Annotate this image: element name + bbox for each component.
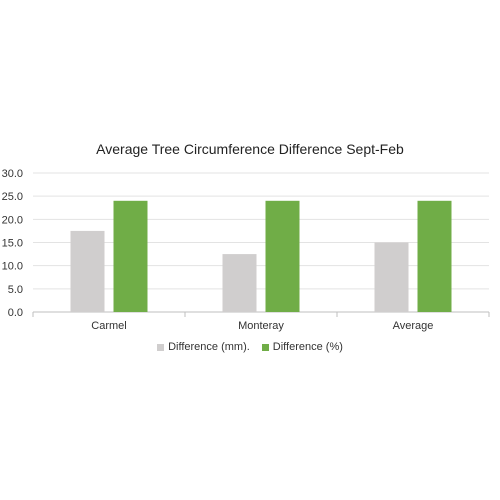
y-tick-label: 0.0 [8,307,23,319]
x-tick-label: Carmel [91,320,126,332]
y-tick-label: 30.0 [2,168,23,180]
legend-label-mm: Difference (mm). [168,341,250,353]
legend-item-percent: Difference (%) [261,341,343,353]
chart-title: Average Tree Circumference Difference Se… [96,141,404,157]
bar-mm-average [374,242,409,312]
y-tick-label: 25.0 [2,191,23,203]
bar-mm-monteray [222,254,257,312]
legend-label-percent: Difference (%) [272,341,343,353]
x-tick-label: Monteray [238,320,284,332]
bar-percent-carmel [113,200,148,312]
y-tick-label: 10.0 [2,261,23,273]
x-tick-label: Average [393,320,434,332]
legend-item-mm: Difference (mm). [157,341,250,353]
bar-mm-carmel [70,230,105,312]
y-tick-label: 15.0 [2,238,23,250]
legend-swatch-mm [157,343,165,351]
legend-swatch-percent [261,343,269,351]
legend: Difference (mm). Difference (%) [0,341,500,353]
y-tick-label: 20.0 [2,214,23,226]
bar-percent-average [417,200,452,312]
bar-percent-monteray [265,200,300,312]
y-tick-label: 5.0 [8,284,23,296]
